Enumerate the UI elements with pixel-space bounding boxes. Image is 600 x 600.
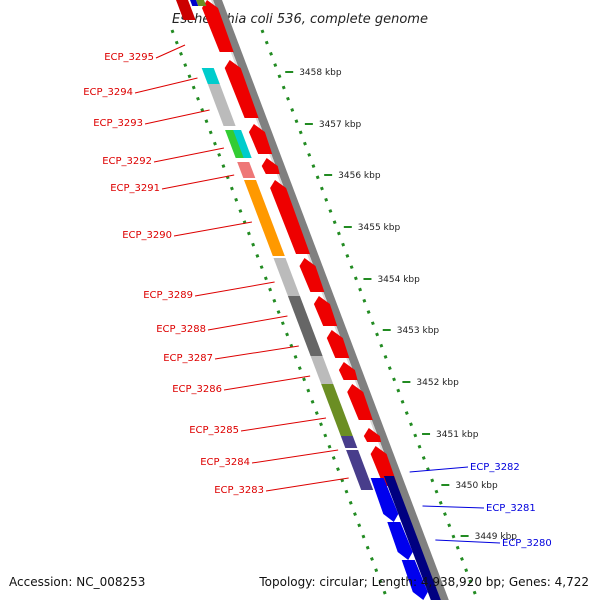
gene-leader-line xyxy=(435,539,501,544)
top-stub-green xyxy=(196,0,207,6)
forward-gene-arrow-11 xyxy=(363,428,382,442)
tick-label: 3454 kbp xyxy=(377,275,420,285)
gene-leader-line xyxy=(265,477,349,492)
gene-leader-line xyxy=(144,109,210,125)
gene-label: ECP_3290 xyxy=(122,230,172,241)
cog-band-7 xyxy=(244,180,285,256)
tick-label: 3457 kbp xyxy=(319,120,362,130)
cog-band-5 xyxy=(233,130,252,158)
gene-label: ECP_3286 xyxy=(172,384,222,395)
gene-label: ECP_3280 xyxy=(502,538,552,549)
inner-dotted-track xyxy=(170,29,389,600)
scale-layer: 3458 kbp 3457 kbp 3456 kbp 3455 kbp 3454 kbp… xyxy=(170,29,518,600)
cog-band-2 xyxy=(201,68,220,84)
gene-leader-line xyxy=(251,449,339,464)
cog-band-10 xyxy=(310,356,334,384)
forward-gene-arrow-7 xyxy=(313,296,338,326)
tick-label: 3450 kbp xyxy=(455,481,498,491)
reverse-gene-arrow-1 xyxy=(370,478,399,522)
forward-gene-arrow-10 xyxy=(347,384,373,420)
gene-label: ECP_3295 xyxy=(104,52,154,63)
gene-label: ECP_3281 xyxy=(486,503,536,514)
reverse-cog-band-3 xyxy=(417,566,441,600)
tick-label: 3458 kbp xyxy=(299,68,342,78)
cog-band-11 xyxy=(321,384,353,436)
topology-text: Topology: circular; Length: 4,938,920 bp… xyxy=(259,575,589,589)
cog-band-3 xyxy=(207,84,236,126)
gene-leader-line xyxy=(223,375,311,391)
forward-gene-arrow-3 xyxy=(248,124,273,154)
forward-gene-arrow-8 xyxy=(326,330,350,358)
forward-gene-arrow-1 xyxy=(202,0,234,52)
forward-gene-arrow-6 xyxy=(299,258,325,292)
gene-leader-line xyxy=(155,44,186,59)
gene-label: ECP_3285 xyxy=(189,425,239,436)
gene-leader-line xyxy=(134,77,198,94)
cog-band-9 xyxy=(287,296,323,356)
cog-band-1 xyxy=(176,0,196,20)
gene-label: ECP_3283 xyxy=(214,485,264,496)
tick-label: 3452 kbp xyxy=(416,378,459,388)
tick-label: 3453 kbp xyxy=(397,326,440,336)
gene-leader-line xyxy=(422,505,485,509)
gene-leader-line xyxy=(207,315,288,331)
gene-leader-line xyxy=(153,147,225,163)
gene-label: ECP_3284 xyxy=(200,457,250,468)
forward-gene-arrow-9 xyxy=(338,362,358,380)
gene-leader-line xyxy=(409,466,469,473)
forward-gene-arrow-4 xyxy=(261,158,280,174)
cog-band-6 xyxy=(237,162,256,178)
cog-band-13 xyxy=(346,450,374,490)
tick-label: 3455 kbp xyxy=(358,223,401,233)
outer-dotted-track xyxy=(260,29,479,600)
forward-gene-arrow-5 xyxy=(270,180,310,254)
cog-band-8 xyxy=(273,258,300,296)
forward-gene-arrow-2 xyxy=(224,60,259,118)
accession-text: Accession: NC_008253 xyxy=(9,575,146,589)
gene-label: ECP_3293 xyxy=(93,118,143,129)
gene-leader-line xyxy=(173,221,253,237)
gene-label: ECP_3282 xyxy=(470,462,520,473)
reverse-gene-arrow-2 xyxy=(387,522,413,560)
gene-label: ECP_3292 xyxy=(102,156,152,167)
top-stub-blue xyxy=(190,0,199,6)
reverse-cog-band-1 xyxy=(383,476,414,528)
gene-label: ECP_3288 xyxy=(156,324,206,335)
tick-label: 3449 kbp xyxy=(475,532,518,542)
gene-label: ECP_3289 xyxy=(143,290,193,301)
gene-leader-line xyxy=(240,417,327,432)
gene-leader-line xyxy=(214,345,299,360)
cog-band-12 xyxy=(340,436,358,448)
backbone-band xyxy=(213,0,449,600)
reverse-cog-band-2 xyxy=(403,528,428,566)
gene-label: ECP_3287 xyxy=(163,353,213,364)
map-title: Escherichia coli 536, complete genome xyxy=(172,12,428,27)
band-layer xyxy=(176,0,449,600)
tick-label: 3451 kbp xyxy=(436,430,479,440)
gene-label-layer: ECP_3295 ECP_3294 ECP_3293 ECP_3292 ECP_3291… xyxy=(83,44,552,549)
tick-label: 3456 kbp xyxy=(338,171,381,181)
gene-leader-line xyxy=(161,174,235,190)
gene-label: ECP_3294 xyxy=(83,87,133,98)
gene-leader-line xyxy=(194,281,275,297)
gene-label: ECP_3291 xyxy=(110,183,160,194)
reverse-gene-arrow-3 xyxy=(401,560,428,600)
